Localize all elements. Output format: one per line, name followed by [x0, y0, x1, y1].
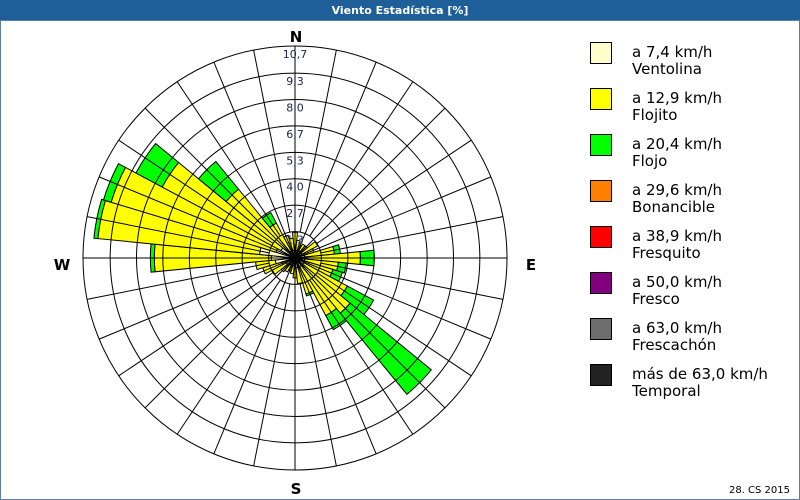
ring-label: 9,3 — [286, 75, 304, 88]
legend-range: a 20,4 km/h — [632, 135, 722, 153]
ring-label: 10,7 — [283, 48, 308, 61]
ring-label: 5,3 — [286, 154, 304, 167]
grid-spoke — [299, 283, 337, 467]
legend-swatch — [590, 42, 612, 64]
legend-swatch — [590, 364, 612, 386]
legend-swatch — [590, 134, 612, 156]
legend-label: a 50,0 km/h Fresco — [632, 274, 722, 308]
grid-spoke — [299, 49, 337, 233]
grid-spoke — [294, 257, 446, 409]
legend-range: a 63,0 km/h — [632, 319, 722, 337]
grid-spoke — [213, 257, 296, 455]
compass-e: E — [526, 256, 536, 274]
legend-label: a 29,6 km/h Bonancible — [632, 182, 722, 216]
legend-range: a 12,9 km/h — [632, 89, 722, 107]
grid-spoke — [98, 257, 296, 340]
grid-spoke — [294, 176, 492, 259]
legend-label: a 38,9 km/h Fresquito — [632, 228, 722, 262]
footer-credit: 28. CS 2015 — [728, 485, 790, 496]
bar-flojito-56.25 — [300, 240, 319, 255]
bar-flojito-348.75 — [288, 237, 295, 252]
legend-swatch — [590, 180, 612, 202]
ring-label: 4,0 — [286, 181, 304, 194]
grid-spoke — [213, 61, 296, 259]
ring-label: 1,3 — [286, 234, 304, 247]
legend-range: a 50,0 km/h — [632, 273, 722, 291]
grid-spoke — [320, 216, 504, 254]
bar-flojito-11.25 — [295, 239, 301, 252]
grid-spoke — [86, 262, 270, 300]
ring-label: 8,0 — [286, 101, 304, 114]
legend-range: a 7,4 km/h — [632, 43, 713, 61]
grid-spoke — [316, 139, 472, 244]
compass-s: S — [291, 480, 302, 498]
legend-name: Temporal — [632, 382, 701, 400]
grid-spoke — [176, 279, 281, 435]
legend-name: Frescachón — [632, 336, 717, 354]
grid-spoke — [118, 272, 274, 377]
grid-spoke — [316, 272, 472, 377]
legend-range: a 29,6 km/h — [632, 181, 722, 199]
legend-swatch — [590, 318, 612, 340]
grid-spoke — [253, 49, 291, 233]
grid-spoke — [86, 216, 270, 254]
grid-spoke — [294, 61, 377, 259]
ring-label: 2,7 — [286, 207, 304, 220]
grid-spoke — [253, 283, 291, 467]
compass-w: W — [54, 256, 71, 274]
grid-spoke — [320, 262, 504, 300]
legend-range: a 38,9 km/h — [632, 227, 722, 245]
compass-n: N — [290, 28, 303, 46]
grid-spoke — [309, 279, 414, 435]
grid-spoke — [98, 176, 296, 259]
legend-label: a 20,4 km/h Flojo — [632, 136, 722, 170]
grid-spoke — [176, 81, 281, 237]
grid-spoke — [118, 139, 274, 244]
legend-name: Flojito — [632, 106, 678, 124]
legend-label: a 7,4 km/h Ventolina — [632, 44, 712, 78]
legend-swatch — [590, 226, 612, 248]
legend-name: Flojo — [632, 152, 668, 170]
legend-range: más de 63,0 km/h — [632, 365, 768, 383]
legend-name: Fresco — [632, 290, 680, 308]
ring-label: 6,7 — [286, 128, 304, 141]
grid-spoke — [144, 107, 296, 259]
bar-flojo-303.75 — [135, 142, 180, 188]
grid-spoke — [294, 107, 446, 259]
grid-spoke — [294, 257, 377, 455]
legend-label: más de 63,0 km/h Temporal — [632, 366, 768, 400]
grid-spoke — [294, 257, 492, 340]
grid-spoke — [144, 257, 296, 409]
legend-label: a 63,0 km/h Frescachón — [632, 320, 722, 354]
grid-spoke — [309, 81, 414, 237]
bar-flojito-168.75 — [295, 266, 304, 285]
legend-swatch — [590, 272, 612, 294]
legend-name: Fresquito — [632, 244, 701, 262]
legend-swatch — [590, 88, 612, 110]
legend-name: Bonancible — [632, 198, 716, 216]
chart-title: Viento Estadística [%] — [0, 0, 800, 20]
legend-label: a 12,9 km/h Flojito — [632, 90, 722, 124]
legend-name: Ventolina — [632, 60, 702, 78]
